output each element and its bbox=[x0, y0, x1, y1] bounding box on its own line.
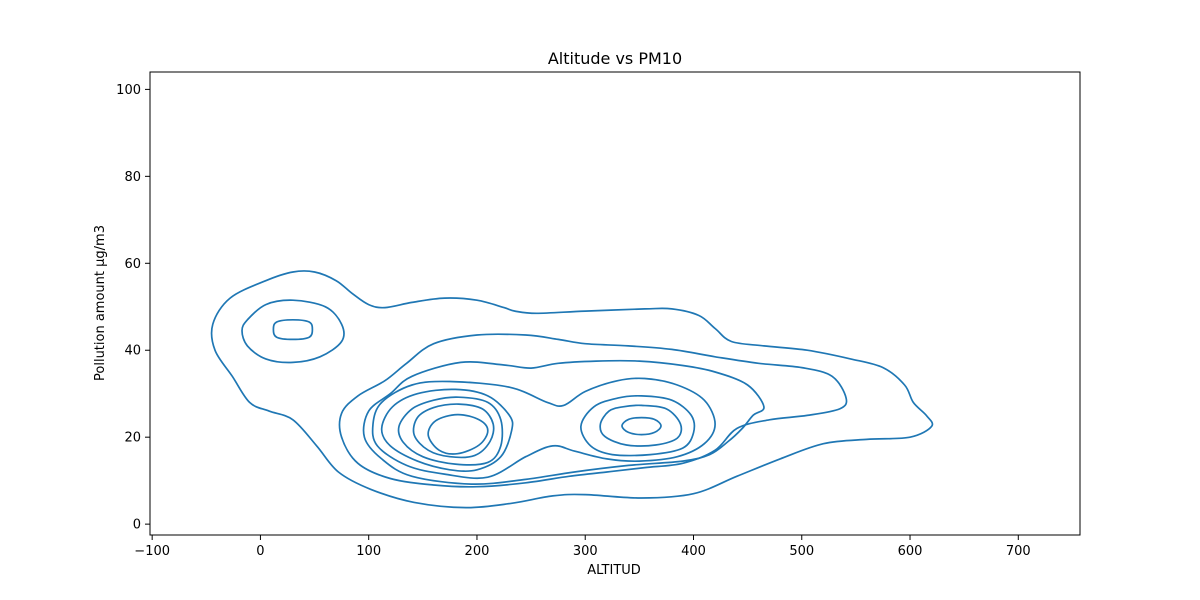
contour-line-13 bbox=[427, 413, 489, 455]
x-tick-label: 500 bbox=[789, 544, 814, 559]
contour-line-6 bbox=[371, 377, 716, 480]
contour-line-9 bbox=[397, 396, 504, 466]
y-tick-label: 20 bbox=[124, 431, 141, 446]
contour-line-5 bbox=[362, 359, 765, 485]
y-axis-label: Pollution amount µg/m3 bbox=[93, 225, 108, 381]
y-tick-label: 40 bbox=[124, 344, 141, 359]
x-tick-label: −100 bbox=[134, 544, 170, 559]
x-tick-label: 700 bbox=[1006, 544, 1031, 559]
contour-line-2 bbox=[241, 299, 345, 364]
x-axis-label: ALTITUD bbox=[587, 563, 641, 578]
x-tick-label: 200 bbox=[465, 544, 490, 559]
contour-line-3 bbox=[272, 318, 314, 341]
x-tick-label: 300 bbox=[573, 544, 598, 559]
x-tick-label: 600 bbox=[898, 544, 923, 559]
plot-area-frame bbox=[149, 71, 1081, 536]
y-tick-label: 80 bbox=[124, 170, 141, 185]
contour-line-8 bbox=[580, 394, 696, 457]
contour-line-4 bbox=[338, 333, 848, 488]
y-axis-ticks: 0 20 40 60 80 100 bbox=[116, 83, 150, 533]
contour-line-12 bbox=[621, 416, 662, 436]
y-tick-label: 60 bbox=[124, 257, 141, 272]
contour-line-10 bbox=[599, 404, 683, 447]
x-tick-label: 100 bbox=[356, 544, 381, 559]
contour-line-7 bbox=[380, 388, 514, 472]
y-tick-label: 100 bbox=[116, 83, 141, 98]
contour-lines bbox=[210, 270, 934, 509]
x-tick-label: 0 bbox=[256, 544, 264, 559]
contour-line-1 bbox=[210, 270, 934, 509]
contour-line-11 bbox=[412, 403, 495, 459]
chart-title: Altitude vs PM10 bbox=[548, 49, 682, 68]
x-axis-ticks: −100 0 100 200 300 400 500 600 700 bbox=[134, 535, 1031, 559]
x-tick-label: 400 bbox=[681, 544, 706, 559]
y-tick-label: 0 bbox=[133, 518, 141, 533]
